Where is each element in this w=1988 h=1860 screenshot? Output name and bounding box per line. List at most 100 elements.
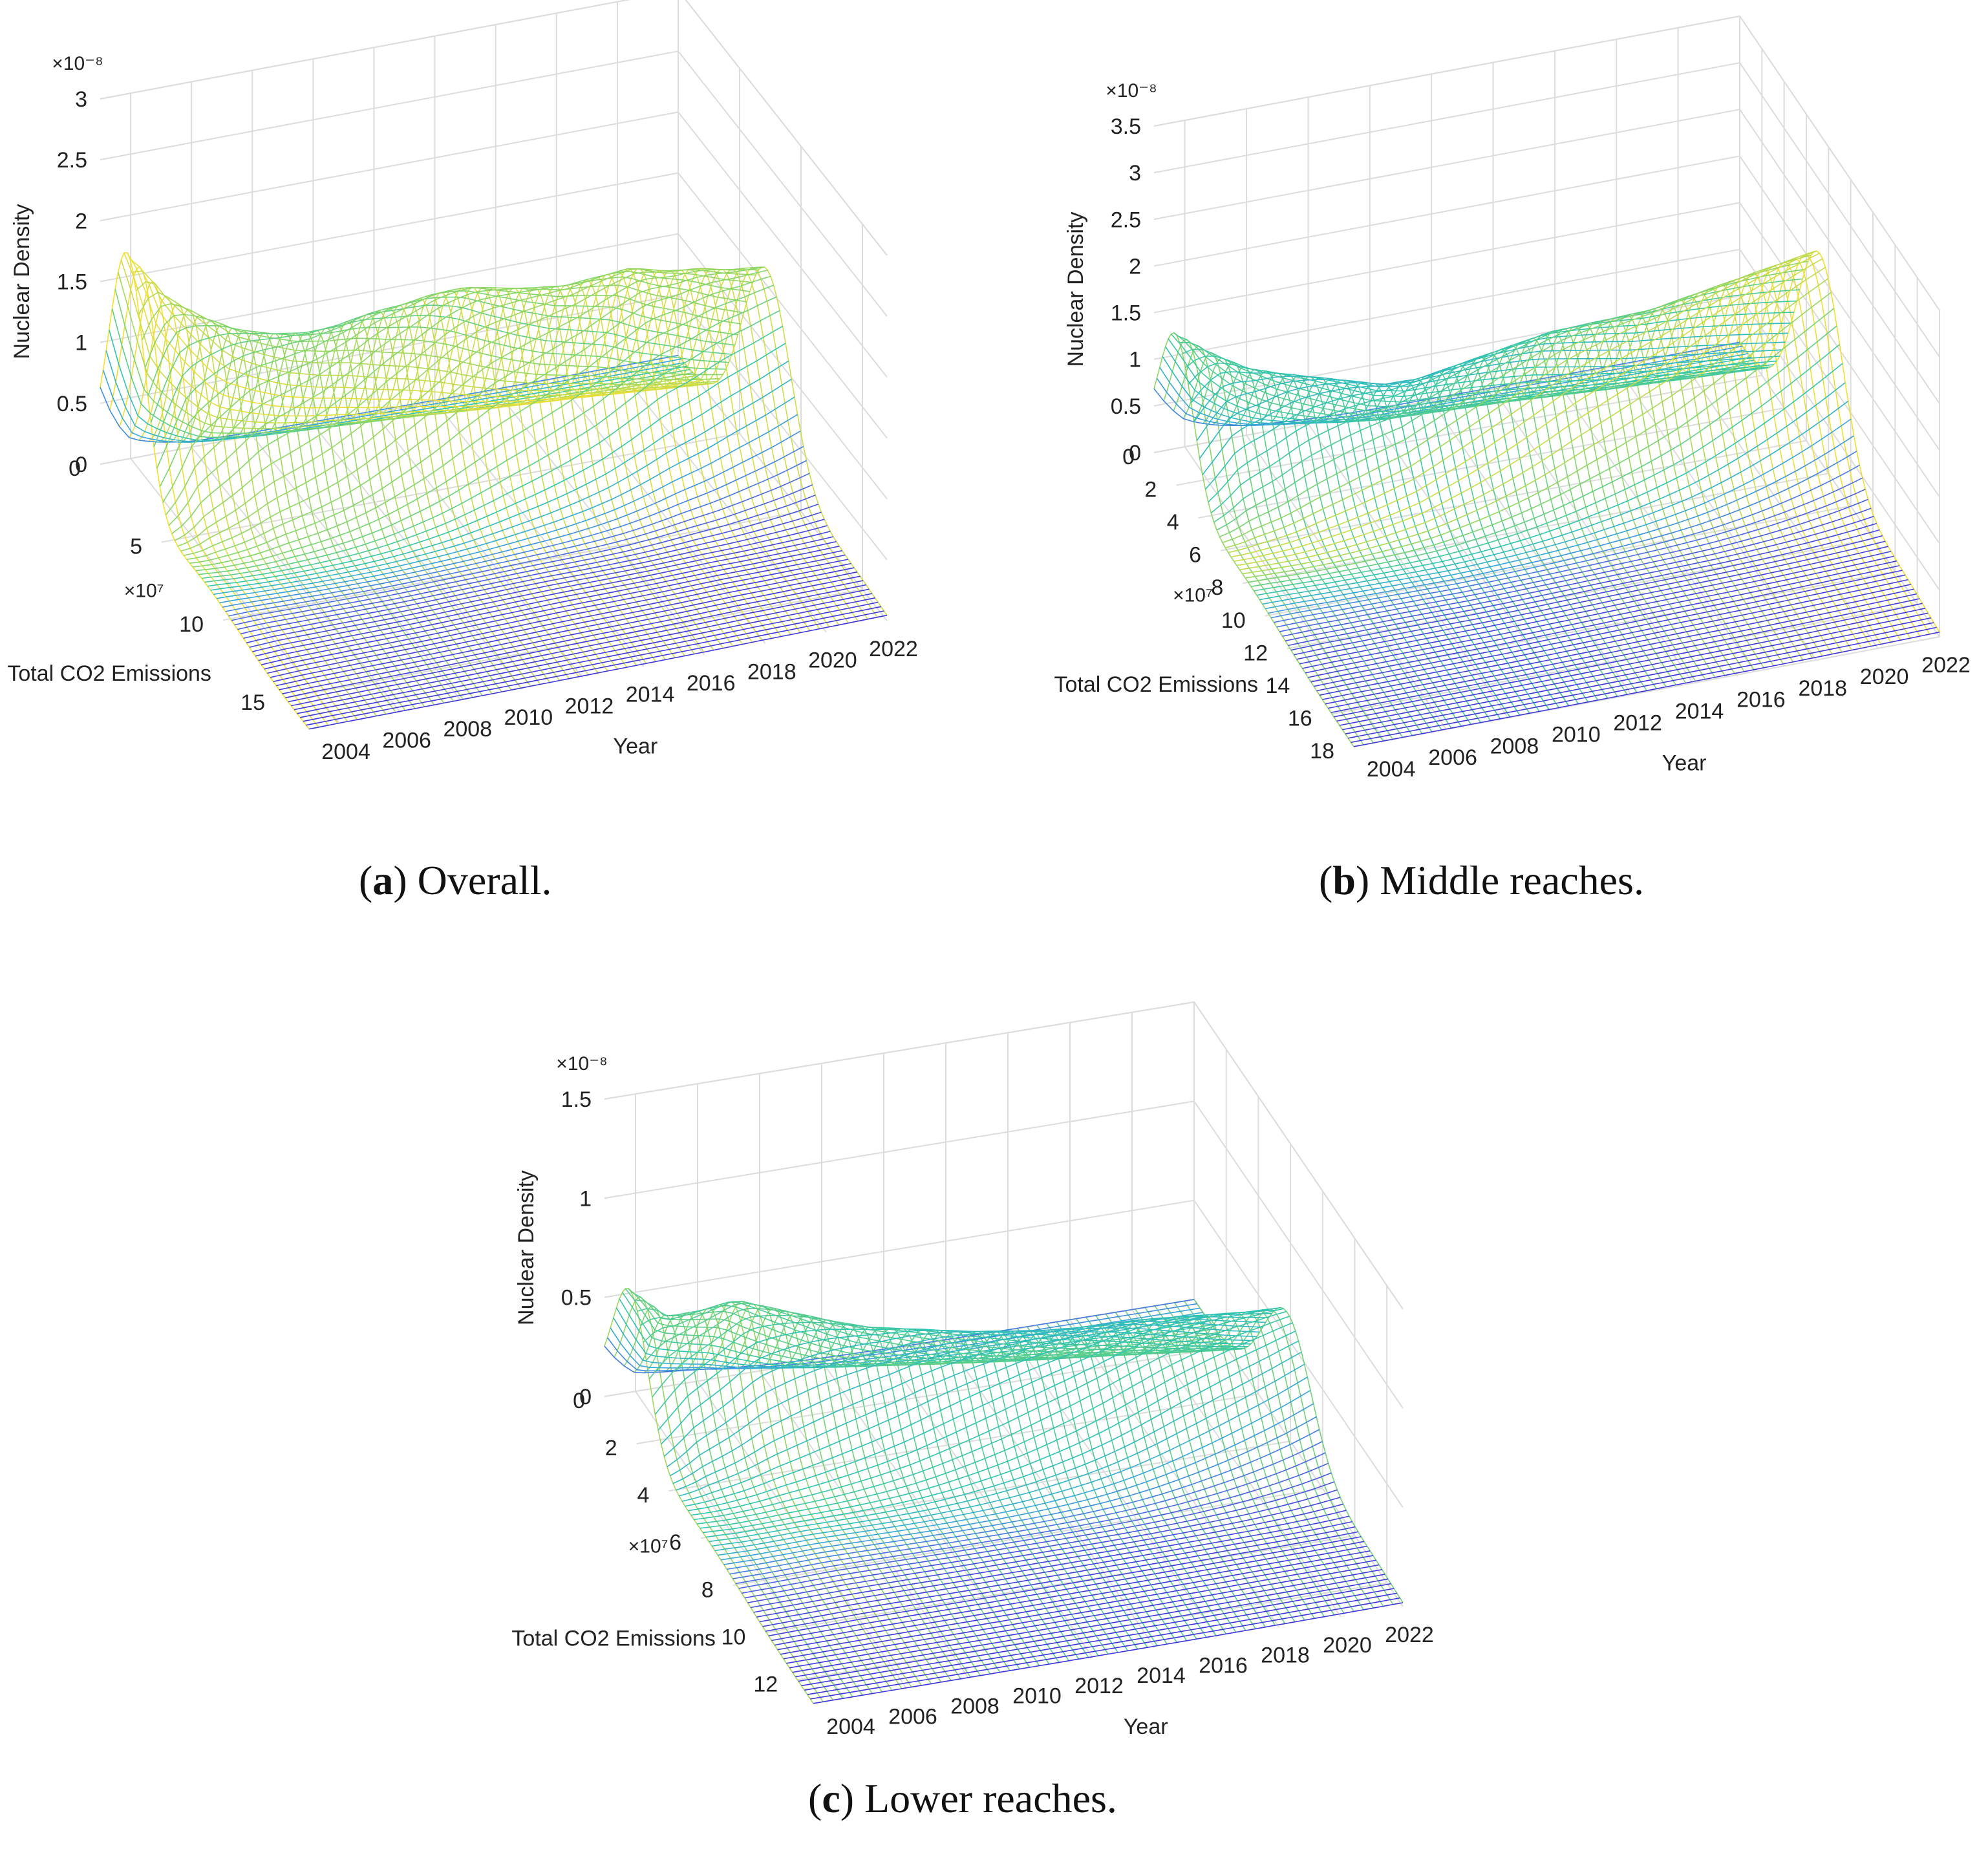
surface-line-co2: [648, 1307, 1239, 1380]
surface-line-co2: [1248, 308, 1835, 583]
x-axis-label: Year: [1124, 1715, 1168, 1739]
surface-line-co2: [267, 554, 846, 674]
surface-line-co2: [165, 284, 744, 516]
surface-line-co2: [783, 1555, 1374, 1660]
z-gridline: [100, 0, 888, 256]
surface-line-co2: [762, 1521, 1352, 1627]
surface-line-co2: [711, 1351, 1302, 1547]
surface-line-co2: [204, 325, 783, 583]
box-edge: [1153, 15, 1940, 311]
surface-line-co2: [105, 350, 685, 443]
x-tick-label: 2004: [1367, 757, 1416, 782]
z-tick-label: 1: [1129, 348, 1141, 372]
surface-line-co2: [1288, 515, 1874, 647]
caption-letter: b: [1332, 857, 1356, 903]
floor-gridline: [635, 1391, 845, 1699]
surface-line-co2: [786, 1559, 1376, 1664]
surface-line-co2: [186, 266, 765, 561]
z-tick-label: 1.5: [561, 1087, 592, 1112]
surface-line-co2: [1314, 565, 1900, 687]
y-tick-label: 16: [1288, 706, 1312, 731]
surface-line-co2: [1196, 349, 1783, 442]
y-tick-label: 10: [721, 1625, 746, 1649]
floor-gridline: [495, 389, 705, 656]
surface-line-co2: [729, 1429, 1320, 1575]
z-tick-label: 0: [579, 1385, 592, 1409]
surface-line-co2: [1299, 540, 1886, 665]
surface-line-co2: [1270, 451, 1857, 619]
z-tick-label: 0.5: [1111, 394, 1141, 419]
surface-line-co2: [1342, 612, 1929, 731]
x-axis-label: Year: [1662, 751, 1707, 776]
surface-line-co2: [276, 567, 855, 687]
surface-line-co2: [1156, 345, 1743, 426]
y-tick-label: 15: [240, 690, 265, 715]
surface-line-co2: [789, 1564, 1380, 1669]
floor-gridline: [636, 1346, 1226, 1445]
z-exponent: ×10⁻⁸: [52, 53, 103, 74]
surface-line-co2: [1274, 464, 1860, 623]
floor-gridline: [945, 1340, 1155, 1648]
floor-gridline: [222, 511, 802, 621]
x-tick-label: 2022: [869, 637, 918, 661]
surface-line-co2: [144, 314, 723, 376]
surface-line-co2: [1319, 574, 1906, 696]
surface-line-co2: [1262, 400, 1849, 605]
surface-line-co2: [723, 1403, 1314, 1565]
surface-line-co2: [1250, 325, 1837, 588]
surface-line-co2: [774, 1541, 1365, 1646]
surface-line-co2: [135, 281, 714, 392]
surface-line-co2: [765, 1526, 1356, 1632]
surface-line-co2: [1182, 348, 1769, 408]
surface-line-co2: [714, 1363, 1305, 1552]
z-tick-label: 1: [75, 331, 87, 356]
floor-gridline: [1307, 423, 1509, 718]
surface-line-co2: [1254, 344, 1841, 592]
z-tick-label: 3: [1129, 161, 1141, 186]
surface-line-co2: [159, 290, 738, 487]
surface-line-co2: [696, 1310, 1287, 1524]
surface-line-co2: [243, 511, 822, 639]
surface-line-co2: [240, 504, 819, 635]
surface-line-co2: [147, 325, 726, 396]
z-tick-label: 0: [1129, 441, 1141, 465]
surface-line-co2: [249, 525, 828, 648]
y-exponent: ×10⁷: [124, 581, 164, 602]
surface-line-co2: [688, 1307, 1278, 1512]
surface-line-co2: [1259, 382, 1846, 601]
surface-line-co2: [237, 495, 816, 630]
surface-line-co2: [795, 1574, 1385, 1678]
floor-gridline: [732, 1488, 1323, 1587]
surface-line-co2: [753, 1503, 1343, 1613]
surface-line-co2: [1308, 555, 1894, 678]
y-tick-label: 12: [753, 1672, 778, 1696]
surface-line-co2: [610, 1307, 1201, 1369]
y-exponent: ×10⁷: [1173, 584, 1213, 606]
floor-gridline: [1739, 342, 1940, 637]
surface-line-co2: [646, 1302, 1236, 1361]
surface-mesh: [100, 251, 888, 730]
x-tick-label: 2020: [808, 648, 857, 673]
surface-line-co2: [1336, 603, 1923, 722]
surface-line-co2: [1339, 608, 1926, 726]
surface-line-co2: [690, 1307, 1281, 1516]
surface-line-co2: [1296, 535, 1883, 660]
z-tick-label: 3.5: [1111, 114, 1141, 139]
surface-line-co2: [246, 518, 825, 644]
surface-line-co2: [663, 1330, 1254, 1457]
floor-gridline: [1616, 365, 1817, 661]
surface-line-co2: [1305, 551, 1892, 674]
z-exponent: ×10⁻⁸: [1106, 80, 1157, 102]
surface-line-co2: [1328, 588, 1914, 709]
surface-line-co2: [303, 606, 881, 722]
surface-line-co2: [291, 588, 870, 707]
x-tick-label: 2008: [950, 1694, 999, 1719]
surface-line-co2: [720, 1389, 1311, 1561]
surface-line-co2: [1316, 570, 1903, 692]
surface-line-co2: [771, 1536, 1362, 1641]
floor-gridline: [1431, 400, 1632, 696]
surface-line-co2: [747, 1489, 1338, 1603]
surface-line-co2: [300, 601, 879, 718]
surface-line-co2: [141, 303, 720, 381]
